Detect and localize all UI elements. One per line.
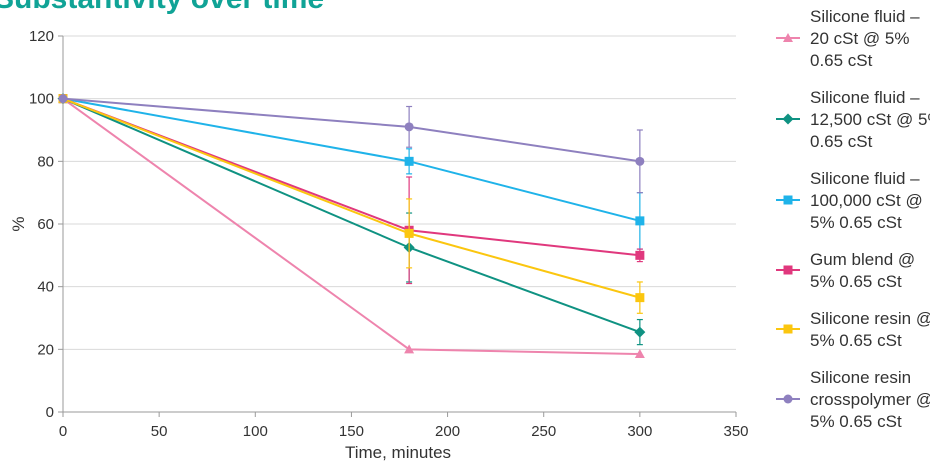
y-tick-label: 40 [37, 279, 54, 296]
data-point [404, 156, 414, 166]
data-point [404, 122, 414, 132]
x-tick-label: 200 [435, 423, 460, 440]
data-point [635, 250, 645, 260]
legend-label: 5% 0.65 cSt [810, 412, 902, 431]
series-line [62, 97, 641, 222]
y-axis-title: % [9, 216, 28, 231]
data-point [635, 156, 645, 166]
x-axis-title: Time, minutes [345, 443, 451, 461]
x-tick-label: 50 [151, 423, 168, 440]
legend-label: 100,000 cSt @ [810, 191, 923, 210]
x-tick-label: 250 [531, 423, 556, 440]
data-point [58, 94, 68, 104]
legend-label: Silicone fluid – [810, 7, 920, 26]
y-tick-label: 120 [29, 28, 54, 45]
legend-item: Silicone fluid – 12,500 cSt @ 5% 0.65 cSt [776, 88, 930, 151]
legend-marker [783, 324, 793, 334]
legend-label: Silicone fluid – [810, 88, 920, 107]
legend-item: Gum blend @ 5% 0.65 cSt [776, 250, 915, 291]
series-line [62, 97, 641, 163]
series-group [58, 94, 645, 194]
legend-item: Silicone fluid – 100,000 cSt @ 5% 0.65 cSt [776, 169, 923, 232]
legend-label: 5% 0.65 cSt [810, 272, 902, 291]
grid-layer [63, 35, 736, 350]
legend-label: Gum blend @ [810, 250, 915, 269]
data-point [634, 349, 645, 359]
data-point [635, 216, 645, 226]
x-tick-label: 350 [723, 423, 748, 440]
chart-title: Substantivity over time [0, 0, 324, 15]
x-tick-label: 300 [627, 423, 652, 440]
legend-label: Silicone fluid – [810, 169, 920, 188]
legend-label: crosspolymer @ [810, 390, 930, 409]
series-line [62, 97, 640, 356]
series-line [62, 97, 641, 334]
y-tick-label: 100 [29, 91, 54, 108]
legend-marker [783, 265, 793, 275]
series-group [58, 94, 645, 314]
legend-label: 12,500 cSt @ 5% [810, 110, 930, 129]
legend: Silicone fluid –20 cSt @ 5%0.65 cStSilic… [776, 7, 930, 431]
legend-item: Silicone resin @ 5% 0.65 cSt [776, 309, 930, 350]
legend-marker [782, 113, 794, 125]
data-point [404, 228, 414, 238]
data-point [404, 344, 415, 354]
legend-label: Silicone resin [810, 368, 911, 387]
series-group [58, 94, 645, 250]
legend-marker [783, 394, 793, 404]
legend-label: 5% 0.65 cSt [810, 213, 902, 232]
axis-layer: Time, minutes % 0 20 40 60 80 100 120 0 50 100 150… [9, 28, 749, 462]
x-tick-label: 0 [59, 423, 67, 440]
x-tick-label: 100 [243, 423, 268, 440]
legend-item: Silicone resin crosspolymer @ 5% 0.65 cSt [776, 368, 930, 431]
series-layer [57, 93, 646, 359]
y-tick-label: 60 [37, 216, 54, 233]
legend-label: 0.65 cSt [810, 51, 873, 70]
legend-label: 5% 0.65 cSt [810, 331, 902, 350]
y-tick-label: 80 [37, 153, 54, 170]
legend-marker [783, 195, 793, 205]
legend-item: Silicone fluid – 20 cSt @ 5% 0.65 cSt [776, 7, 920, 70]
data-point [634, 326, 646, 338]
legend-label: Silicone resin @ [810, 309, 930, 328]
y-tick-label: 0 [46, 404, 54, 421]
legend-marker [783, 33, 793, 42]
data-point [635, 293, 645, 303]
legend-label: 0.65 cSt [810, 132, 873, 151]
y-tick-label: 20 [37, 341, 54, 358]
x-tick-label: 150 [339, 423, 364, 440]
legend-label: 20 cSt @ 5% [810, 29, 909, 48]
